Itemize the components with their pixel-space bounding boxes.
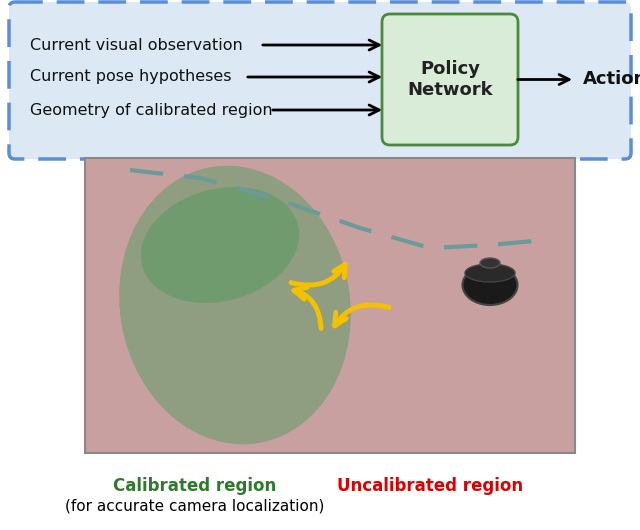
Text: Geometry of calibrated region: Geometry of calibrated region	[30, 102, 273, 118]
Ellipse shape	[119, 166, 351, 444]
Text: Current pose hypotheses: Current pose hypotheses	[30, 69, 232, 84]
Text: Uncalibrated region: Uncalibrated region	[337, 477, 523, 495]
Ellipse shape	[463, 265, 518, 305]
FancyBboxPatch shape	[9, 2, 631, 159]
Text: Policy
Network: Policy Network	[407, 60, 493, 99]
FancyBboxPatch shape	[382, 14, 518, 145]
Ellipse shape	[480, 258, 500, 268]
Text: Action: Action	[583, 70, 640, 89]
Ellipse shape	[465, 264, 515, 282]
Bar	[85, 158, 575, 453]
Text: Calibrated region: Calibrated region	[113, 477, 276, 495]
Text: (for accurate camera localization): (for accurate camera localization)	[65, 499, 324, 514]
Text: Current visual observation: Current visual observation	[30, 38, 243, 52]
Ellipse shape	[141, 187, 299, 303]
